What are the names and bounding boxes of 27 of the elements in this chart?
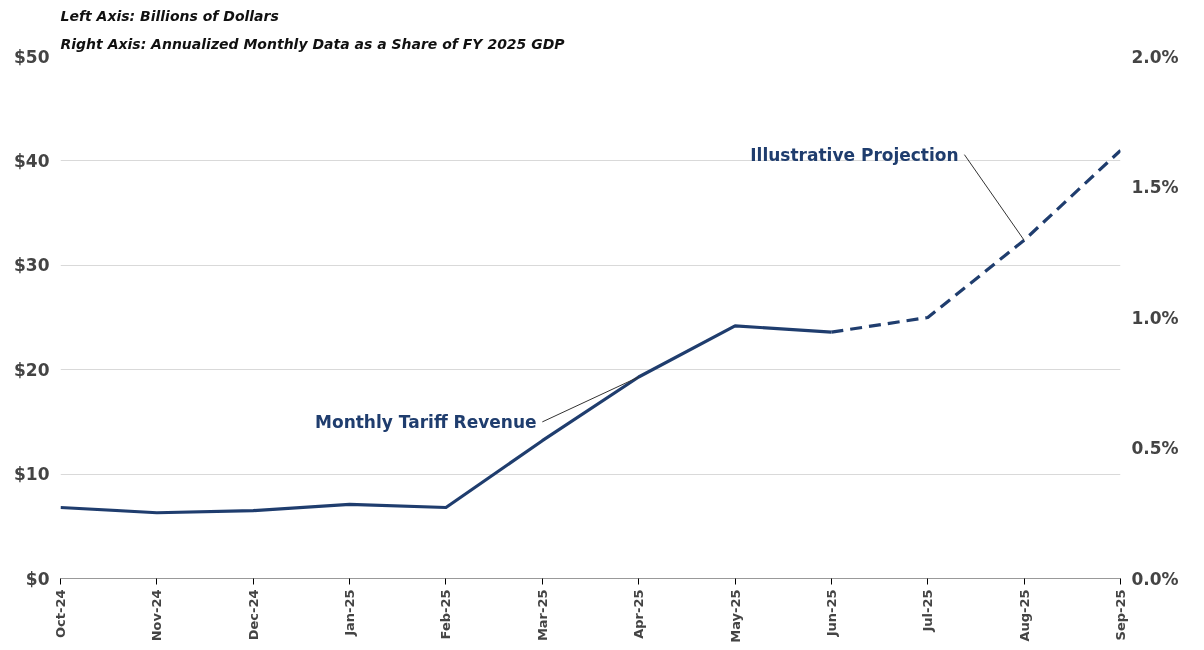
chart-subtitle: Right Axis: Annualized Monthly Data as a Share of FY 2025 GDP xyxy=(60,35,566,52)
x-tick-label: Dec-24 xyxy=(245,589,261,641)
x-tick-label: May-25 xyxy=(727,589,743,643)
x-tick-label: Mar-25 xyxy=(534,589,550,642)
y-tick-label: $10 xyxy=(14,464,50,485)
y-tick-label: $40 xyxy=(14,150,50,171)
chart-title: Left Axis: Billions of Dollars xyxy=(60,7,279,24)
y-tick-label: $30 xyxy=(14,255,50,276)
y2-tick-label: 0.0% xyxy=(1131,568,1179,589)
x-tick-label: Aug-25 xyxy=(1016,589,1032,642)
x-tick-label: Oct-24 xyxy=(53,589,68,638)
x-tick-label: Jun-25 xyxy=(823,589,839,638)
y2-tick-label: 0.5% xyxy=(1131,438,1179,458)
annotation: Illustrative Projection xyxy=(750,144,959,165)
annotation: Monthly Tariff Revenue xyxy=(315,411,537,432)
x-tick-label: Apr-25 xyxy=(631,589,647,639)
x-tick-label: Sep-25 xyxy=(1113,589,1128,641)
y-tick-label: $50 xyxy=(14,46,50,67)
x-tick-label: Feb-25 xyxy=(438,589,454,640)
x-tick-label: Jan-25 xyxy=(342,589,358,637)
y2-tick-label: 1.5% xyxy=(1131,177,1179,197)
x-tick-label: Nov-24 xyxy=(149,589,165,642)
y-tick-label: $0 xyxy=(25,568,50,589)
y2-tick-label: 2.0% xyxy=(1131,46,1179,67)
x-tick-label: Jul-25 xyxy=(920,589,936,633)
y-tick-label: $20 xyxy=(14,359,50,380)
y2-tick-label: 1.0% xyxy=(1131,307,1179,328)
